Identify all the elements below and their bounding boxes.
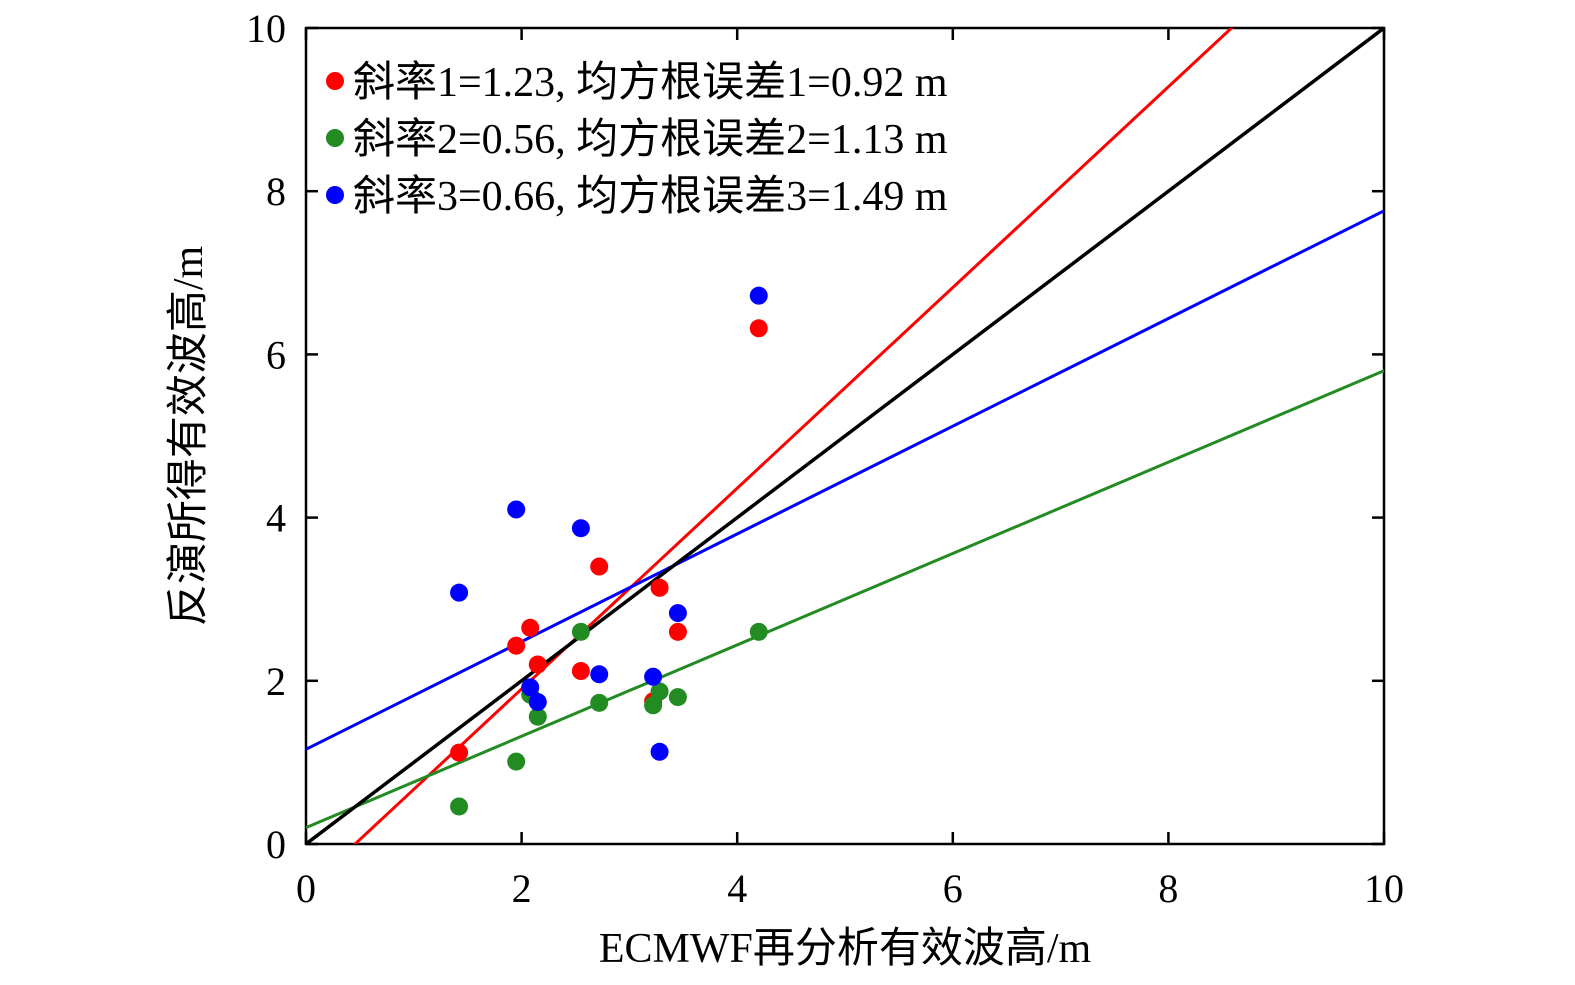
fit-line-series-2 [306,369,1384,830]
y-tick-label: 0 [266,822,286,867]
point-series-2 [590,693,609,712]
point-series-3 [507,500,526,519]
legend-label-series-2: 斜率2=0.56, 均方根误差2=1.13 m [353,116,948,163]
point-series-1 [668,622,687,641]
legend: 斜率1=1.23, 均方根误差1=0.92 m 斜率2=0.56, 均方根误差2=… [326,59,948,220]
legend-marker-series-1 [326,72,344,90]
point-series-2 [668,688,687,707]
point-series-1 [749,319,768,338]
point-series-1 [650,578,669,597]
point-series-3 [521,678,540,697]
point-series-2 [650,682,669,701]
x-tick-label: 6 [943,866,963,911]
plot-frame [304,26,1386,846]
x-tick-label: 2 [512,866,532,911]
y-axis-label: 反演所得有效波高/m [166,246,212,627]
reference-line-1to1 [306,28,1384,844]
point-series-2 [749,622,768,641]
y-tick-label: 4 [266,496,286,541]
legend-label-series-3: 斜率3=0.66, 均方根误差3=1.49 m [353,173,948,220]
point-series-2 [528,707,547,726]
x-tick-label: 8 [1158,866,1178,911]
point-series-1 [590,557,609,576]
x-tick-label: 4 [727,866,747,911]
y-tick-label: 10 [246,6,286,51]
fit-line-series-1 [352,28,1234,844]
legend-label-series-1: 斜率1=1.23, 均方根误差1=0.92 m [353,59,948,106]
point-series-2 [507,752,526,771]
point-series-1 [450,743,469,762]
x-axis-label: ECMWF再分析有效波高/m [599,926,1092,972]
point-series-1 [507,636,526,655]
data-points [450,286,768,816]
fit-line-series-3 [306,209,1384,751]
point-series-2 [450,797,469,816]
point-series-2 [571,622,590,641]
point-series-3 [571,519,590,538]
axis-ticks: 0 2 4 6 8 10 0 2 4 6 8 10 [246,6,1404,911]
point-series-3 [590,665,609,684]
legend-marker-series-3 [326,186,344,204]
x-tick-label: 10 [1364,866,1404,911]
point-series-3 [749,286,768,305]
point-series-3 [528,693,547,712]
y-tick-label: 8 [266,169,286,214]
y-tick-label: 6 [266,332,286,377]
fit-lines [306,28,1384,844]
point-series-1 [521,618,540,637]
y-tick-label: 2 [266,659,286,704]
point-series-3 [644,667,663,686]
x-tick-label: 0 [296,866,316,911]
point-series-1 [571,662,590,681]
point-series-2 [644,696,663,715]
point-series-3 [650,742,669,761]
legend-marker-series-2 [326,129,344,147]
point-series-3 [450,583,469,602]
point-series-1 [528,655,547,674]
point-series-3 [668,604,687,623]
